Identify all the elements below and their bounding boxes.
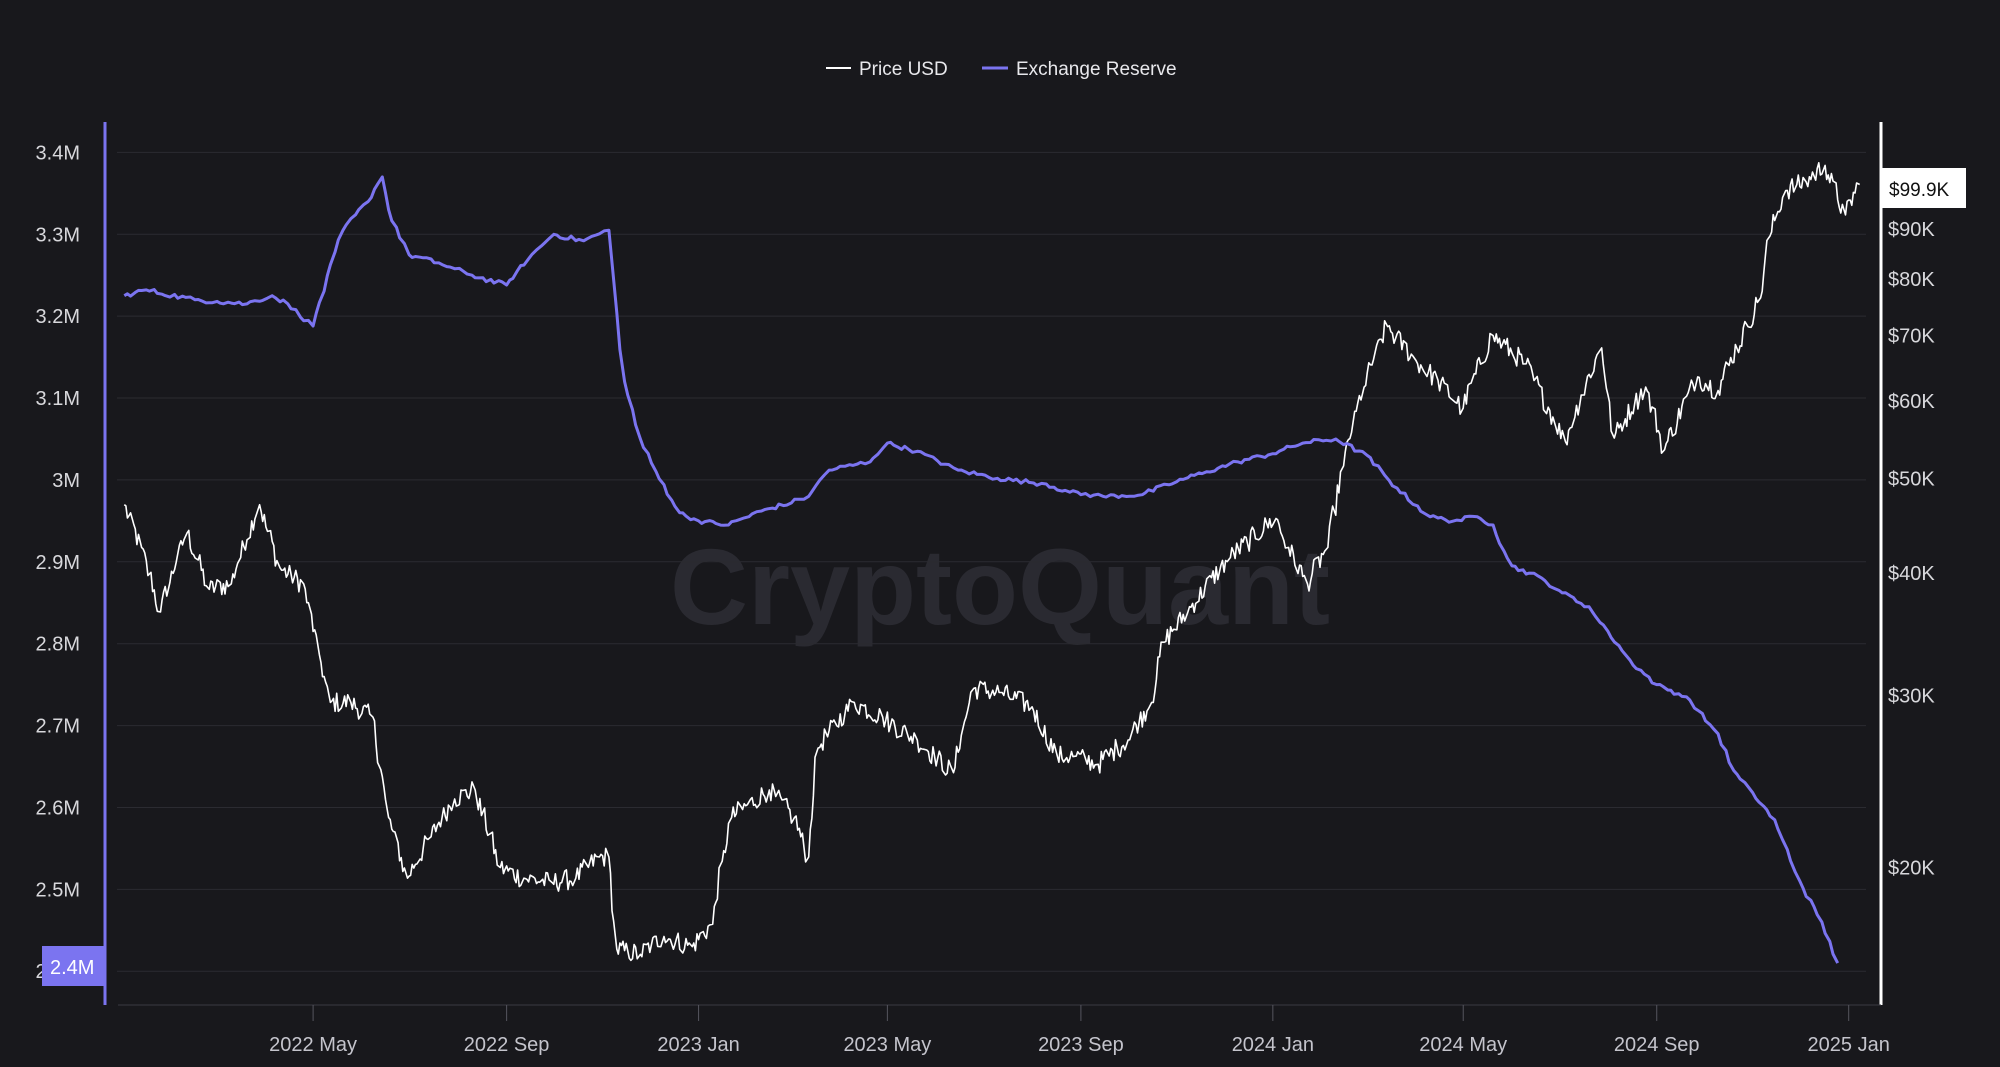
legend-label-price[interactable]: Price USD bbox=[859, 59, 948, 80]
right-tick-label: $30K bbox=[1888, 685, 1935, 707]
x-tick-label: 2024 Sep bbox=[1614, 1034, 1700, 1056]
x-tick-label: 2025 Jan bbox=[1808, 1034, 1890, 1056]
legend[interactable]: Price USD Exchange Reserve bbox=[826, 59, 1177, 80]
left-tick-label: 2.5M bbox=[36, 879, 80, 901]
right-value-badge: $99.9K bbox=[1889, 180, 1950, 201]
right-tick-label: $80K bbox=[1888, 269, 1935, 291]
x-tick-label: 2024 May bbox=[1419, 1034, 1507, 1056]
left-value-badge-bg bbox=[42, 946, 104, 986]
series-line-price-usd[interactable] bbox=[123, 162, 1861, 962]
watermark: CryptoQuant bbox=[670, 526, 1330, 647]
grid bbox=[117, 151, 1866, 972]
value-badges: 2.4M $99.9K bbox=[42, 168, 1966, 986]
x-tick-label: 2023 May bbox=[843, 1034, 931, 1056]
left-tick-label: 3.4M bbox=[36, 142, 80, 164]
x-tick-label: 2022 May bbox=[269, 1034, 357, 1056]
right-tick-label: $40K bbox=[1888, 563, 1935, 585]
series-line-exchange-reserve[interactable] bbox=[123, 175, 1840, 964]
legend-label-reserve[interactable]: Exchange Reserve bbox=[1016, 59, 1177, 80]
x-tick-label: 2022 Sep bbox=[464, 1034, 550, 1056]
x-axis: 2022 May 2022 Sep 2023 Jan 2023 May 2023 Sep… bbox=[118, 1004, 1890, 1056]
left-tick-label: 2.9M bbox=[36, 552, 80, 574]
right-tick-label: $70K bbox=[1888, 326, 1935, 348]
right-tick-label: $50K bbox=[1888, 468, 1935, 490]
left-axis: 3.4M 3.3M 3.2M 3.1M 3M 2.9M 2.8M 2.7M 2.6M 2.5M 2.… bbox=[36, 122, 107, 1005]
right-value-badge-bg bbox=[1882, 168, 1966, 208]
right-tick-label: $60K bbox=[1888, 391, 1935, 413]
left-value-badge: 2.4M bbox=[50, 957, 94, 979]
left-tick-label: 3.3M bbox=[36, 224, 80, 246]
left-tick-label: 2.7M bbox=[36, 716, 80, 738]
x-tick-label: 2024 Jan bbox=[1232, 1034, 1314, 1056]
x-tick-label: 2023 Jan bbox=[657, 1034, 739, 1056]
right-axis: $90K $80K $70K $60K $50K $40K $30K $20K bbox=[1879, 122, 1935, 1005]
right-tick-label: $20K bbox=[1888, 857, 1935, 879]
series-layer bbox=[123, 162, 1861, 964]
left-tick-label: 3.2M bbox=[36, 306, 80, 328]
left-tick-label: 2.8M bbox=[36, 634, 80, 656]
left-tick-label: 3.1M bbox=[36, 388, 80, 410]
x-tick-label: 2023 Sep bbox=[1038, 1034, 1124, 1056]
left-tick-label: 3M bbox=[52, 470, 80, 492]
left-tick-label: 2.6M bbox=[36, 797, 80, 819]
right-tick-label: $90K bbox=[1888, 219, 1935, 241]
